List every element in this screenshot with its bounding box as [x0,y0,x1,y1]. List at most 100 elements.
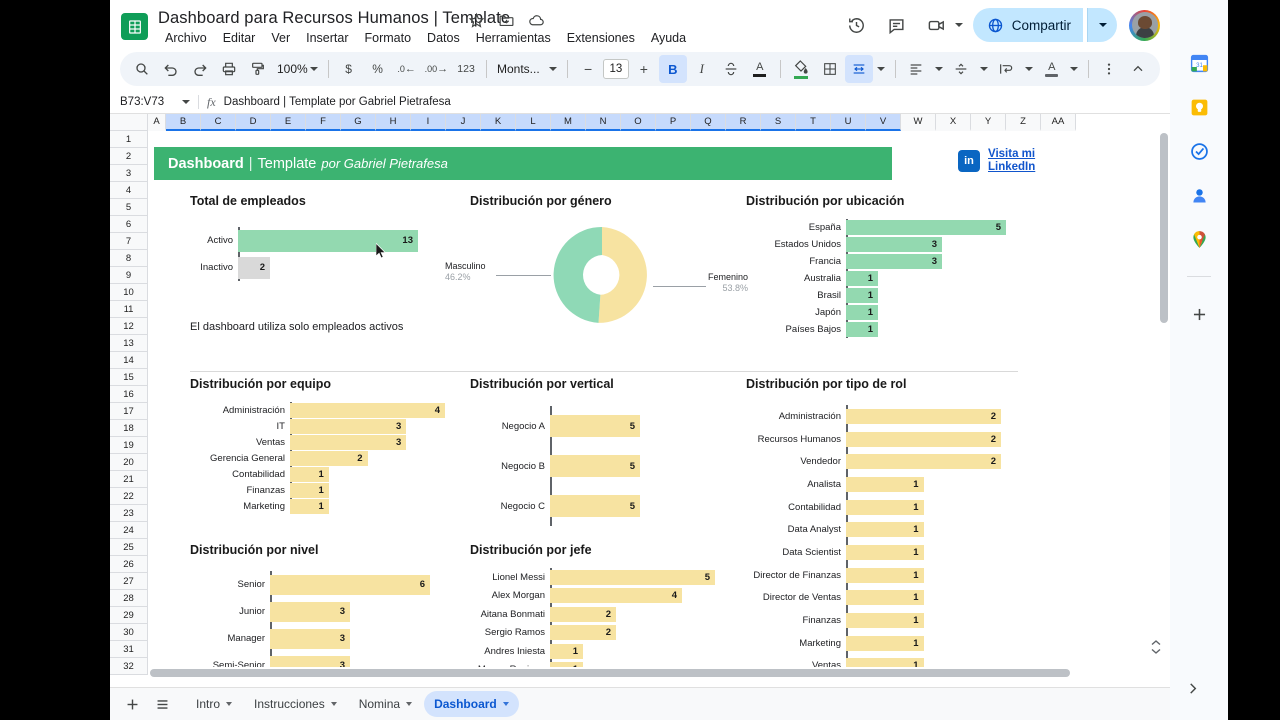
menu-item-insertar[interactable]: Insertar [306,31,349,45]
column-header-g[interactable]: G [341,114,376,131]
column-header-a[interactable]: A [148,114,166,131]
row-header-14[interactable]: 14 [110,352,148,369]
strikethrough-icon[interactable] [717,55,745,83]
share-button[interactable]: Compartir [972,8,1083,42]
column-header-u[interactable]: U [831,114,866,131]
user-avatar[interactable] [1129,9,1160,41]
column-header-h[interactable]: H [376,114,411,131]
rotation-chevron-down-icon[interactable] [1067,55,1082,83]
name-box[interactable]: B73:V73 [120,96,165,108]
column-header-t[interactable]: T [796,114,831,131]
add-sheet-button[interactable] [118,690,146,718]
row-header-21[interactable]: 21 [110,471,148,488]
text-rotation-icon[interactable]: A [1038,55,1066,83]
zoom-control[interactable]: 100% [273,62,322,76]
row-header-4[interactable]: 4 [110,182,148,199]
menu-item-ayuda[interactable]: Ayuda [650,31,687,45]
menu-item-extensiones[interactable]: Extensiones [566,31,635,45]
sheet-tab-instrucciones-chevron-down-icon[interactable] [330,702,337,706]
row-header-6[interactable]: 6 [110,216,148,233]
bold-button[interactable]: B [658,55,687,83]
google-contacts-icon[interactable] [1188,184,1210,206]
paint-format-icon[interactable] [244,55,272,83]
horizontal-align-icon[interactable] [902,55,930,83]
menu-item-datos[interactable]: Datos [427,31,460,45]
row-header-1[interactable]: 1 [110,131,148,148]
row-header-29[interactable]: 29 [110,607,148,624]
row-header-32[interactable]: 32 [110,658,148,675]
menu-item-formato[interactable]: Formato [364,31,412,45]
row-header-24[interactable]: 24 [110,522,148,539]
chart-distribucion-tipo-rol[interactable]: Administración 2 Recursos Humanos 2 Vendedor… [746,405,1056,678]
row-header-27[interactable]: 27 [110,573,148,590]
increase-font-size-button[interactable]: + [639,61,648,77]
column-header-p[interactable]: P [656,114,691,131]
fill-color-icon[interactable] [787,55,815,83]
redo-icon[interactable] [186,55,214,83]
column-header-s[interactable]: S [761,114,796,131]
percent-format-button[interactable]: % [372,62,383,76]
document-title[interactable]: Dashboard para Recursos Humanos | Templa… [158,9,511,27]
menu-item-herramientas[interactable]: Herramientas [475,31,551,45]
share-chevron-down-icon[interactable] [1087,8,1117,42]
meet-chevron-down-icon[interactable] [954,23,963,27]
column-header-m[interactable]: M [551,114,586,131]
menu-item-archivo[interactable]: Archivo [165,31,207,45]
all-sheets-icon[interactable] [148,690,176,718]
name-box-chevron-down-icon[interactable] [182,100,190,104]
sheet-tab-dashboard-chevron-down-icon[interactable] [502,702,509,706]
column-header-aa[interactable]: AA [1041,114,1076,131]
column-header-k[interactable]: K [481,114,516,131]
row-header-31[interactable]: 31 [110,641,148,658]
column-header-l[interactable]: L [516,114,551,131]
column-header-o[interactable]: O [621,114,656,131]
column-header-z[interactable]: Z [1006,114,1041,131]
sheet-tab-nomina[interactable]: Nomina [349,691,422,717]
google-sheets-logo[interactable] [121,13,148,40]
chart-distribucion-vertical[interactable]: Negocio A 5 Negocio B 5 Negocio C 5 [470,406,750,526]
search-icon[interactable] [128,55,156,83]
select-all-corner[interactable] [110,114,148,131]
column-header-x[interactable]: X [936,114,971,131]
row-header-2[interactable]: 2 [110,148,148,165]
italic-button[interactable]: I [699,61,704,76]
chart-distribucion-jefe[interactable]: Lionel Messi 5 Alex Morgan 4 Aitana Bonmati 2… [470,568,780,679]
horizontal-scroll-thumb[interactable] [150,669,1070,677]
vertical-align-icon[interactable] [947,55,975,83]
horizontal-scrollbar[interactable] [148,667,1158,679]
sheet-tab-nomina-chevron-down-icon[interactable] [406,702,413,706]
row-header-17[interactable]: 17 [110,403,148,420]
decrease-decimal-button[interactable]: .0 ← [397,63,416,75]
row-header-15[interactable]: 15 [110,369,148,386]
halign-chevron-down-icon[interactable] [931,55,946,83]
column-header-j[interactable]: J [446,114,481,131]
row-header-30[interactable]: 30 [110,624,148,641]
column-header-n[interactable]: N [586,114,621,131]
wrap-chevron-down-icon[interactable] [1021,55,1036,83]
row-header-10[interactable]: 10 [110,284,148,301]
google-keep-icon[interactable] [1188,96,1210,118]
comment-icon[interactable] [879,7,915,43]
column-header-q[interactable]: Q [691,114,726,131]
font-size-input[interactable]: 13 [603,59,629,79]
sheet-tab-dashboard[interactable]: Dashboard [424,691,519,717]
cloud-saved-icon[interactable] [528,12,545,29]
chart-distribucion-equipo[interactable]: Administración 4 IT 3 Ventas 3 Gerencia Genera… [190,402,500,514]
increase-decimal-button[interactable]: .00 → [424,63,449,75]
text-color-button[interactable]: A [746,55,774,83]
vertical-scroll-thumb[interactable] [1160,133,1168,323]
row-header-22[interactable]: 22 [110,488,148,505]
row-header-16[interactable]: 16 [110,386,148,403]
valign-chevron-down-icon[interactable] [976,55,991,83]
meet-camera-icon[interactable] [919,7,955,43]
merge-cells-icon[interactable] [844,55,873,83]
linkedin-link[interactable]: in Visita mi LinkedIn [958,148,1035,173]
menu-item-ver[interactable]: Ver [271,31,291,45]
column-header-v[interactable]: V [866,114,901,131]
column-header-b[interactable]: B [166,114,201,131]
borders-icon[interactable] [816,55,844,83]
row-header-19[interactable]: 19 [110,437,148,454]
sheet-tab-intro-chevron-down-icon[interactable] [226,702,233,706]
star-icon[interactable] [468,12,485,29]
google-maps-icon[interactable] [1188,228,1210,250]
